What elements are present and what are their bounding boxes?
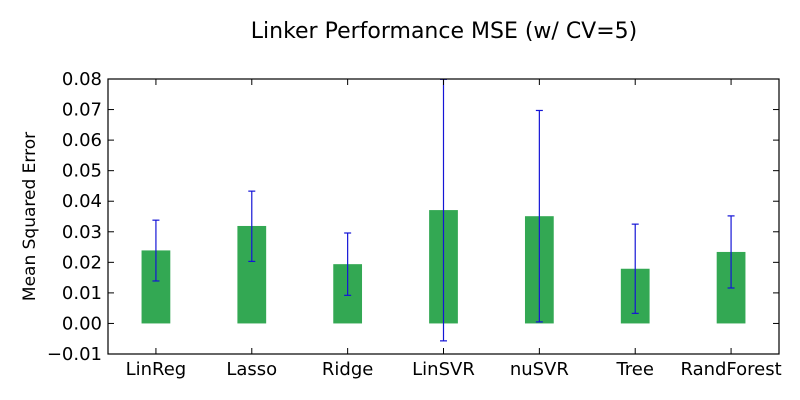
y-axis-label: Mean Squared Error bbox=[20, 132, 40, 301]
y-axis-ticks: −0.01 0.00 0.01 0.02 0.03 0.04 0.05 0.06 0.07 0.0… bbox=[47, 69, 779, 365]
y-tick-label: −0.01 bbox=[47, 344, 102, 365]
x-tick-label: RandForest bbox=[680, 359, 781, 380]
y-tick-label: 0.03 bbox=[62, 222, 102, 243]
chart-title: Linker Performance MSE (w/ CV=5) bbox=[251, 19, 638, 44]
y-tick-label: 0.06 bbox=[62, 130, 102, 151]
y-tick-label: 0.02 bbox=[62, 252, 102, 273]
x-tick-label: Lasso bbox=[226, 359, 277, 380]
x-tick-label: Ridge bbox=[322, 359, 373, 380]
error-bar-tree bbox=[631, 223, 639, 314]
y-tick-label: 0.00 bbox=[62, 313, 102, 334]
y-tick-label: 0.07 bbox=[62, 100, 102, 121]
error-bar-randforest bbox=[727, 215, 735, 289]
x-tick-label: Tree bbox=[615, 359, 654, 380]
error-bar-ridge bbox=[344, 232, 352, 296]
error-bar-nusvr bbox=[535, 109, 543, 323]
error-bar-lasso bbox=[248, 190, 256, 263]
error-bar-linreg bbox=[152, 219, 160, 282]
x-axis-ticks: LinReg Lasso Ridge LinSVR nuSVR Tree RandFores… bbox=[126, 79, 782, 380]
y-tick-label: 0.01 bbox=[62, 283, 102, 304]
y-tick-label: 0.05 bbox=[62, 161, 102, 182]
y-tick-label: 0.08 bbox=[62, 69, 102, 90]
error-bars-layer bbox=[152, 78, 735, 342]
x-tick-label: LinSVR bbox=[412, 359, 475, 380]
x-tick-label: LinReg bbox=[126, 359, 187, 380]
x-tick-label: nuSVR bbox=[510, 359, 569, 380]
y-tick-label: 0.04 bbox=[62, 191, 102, 212]
